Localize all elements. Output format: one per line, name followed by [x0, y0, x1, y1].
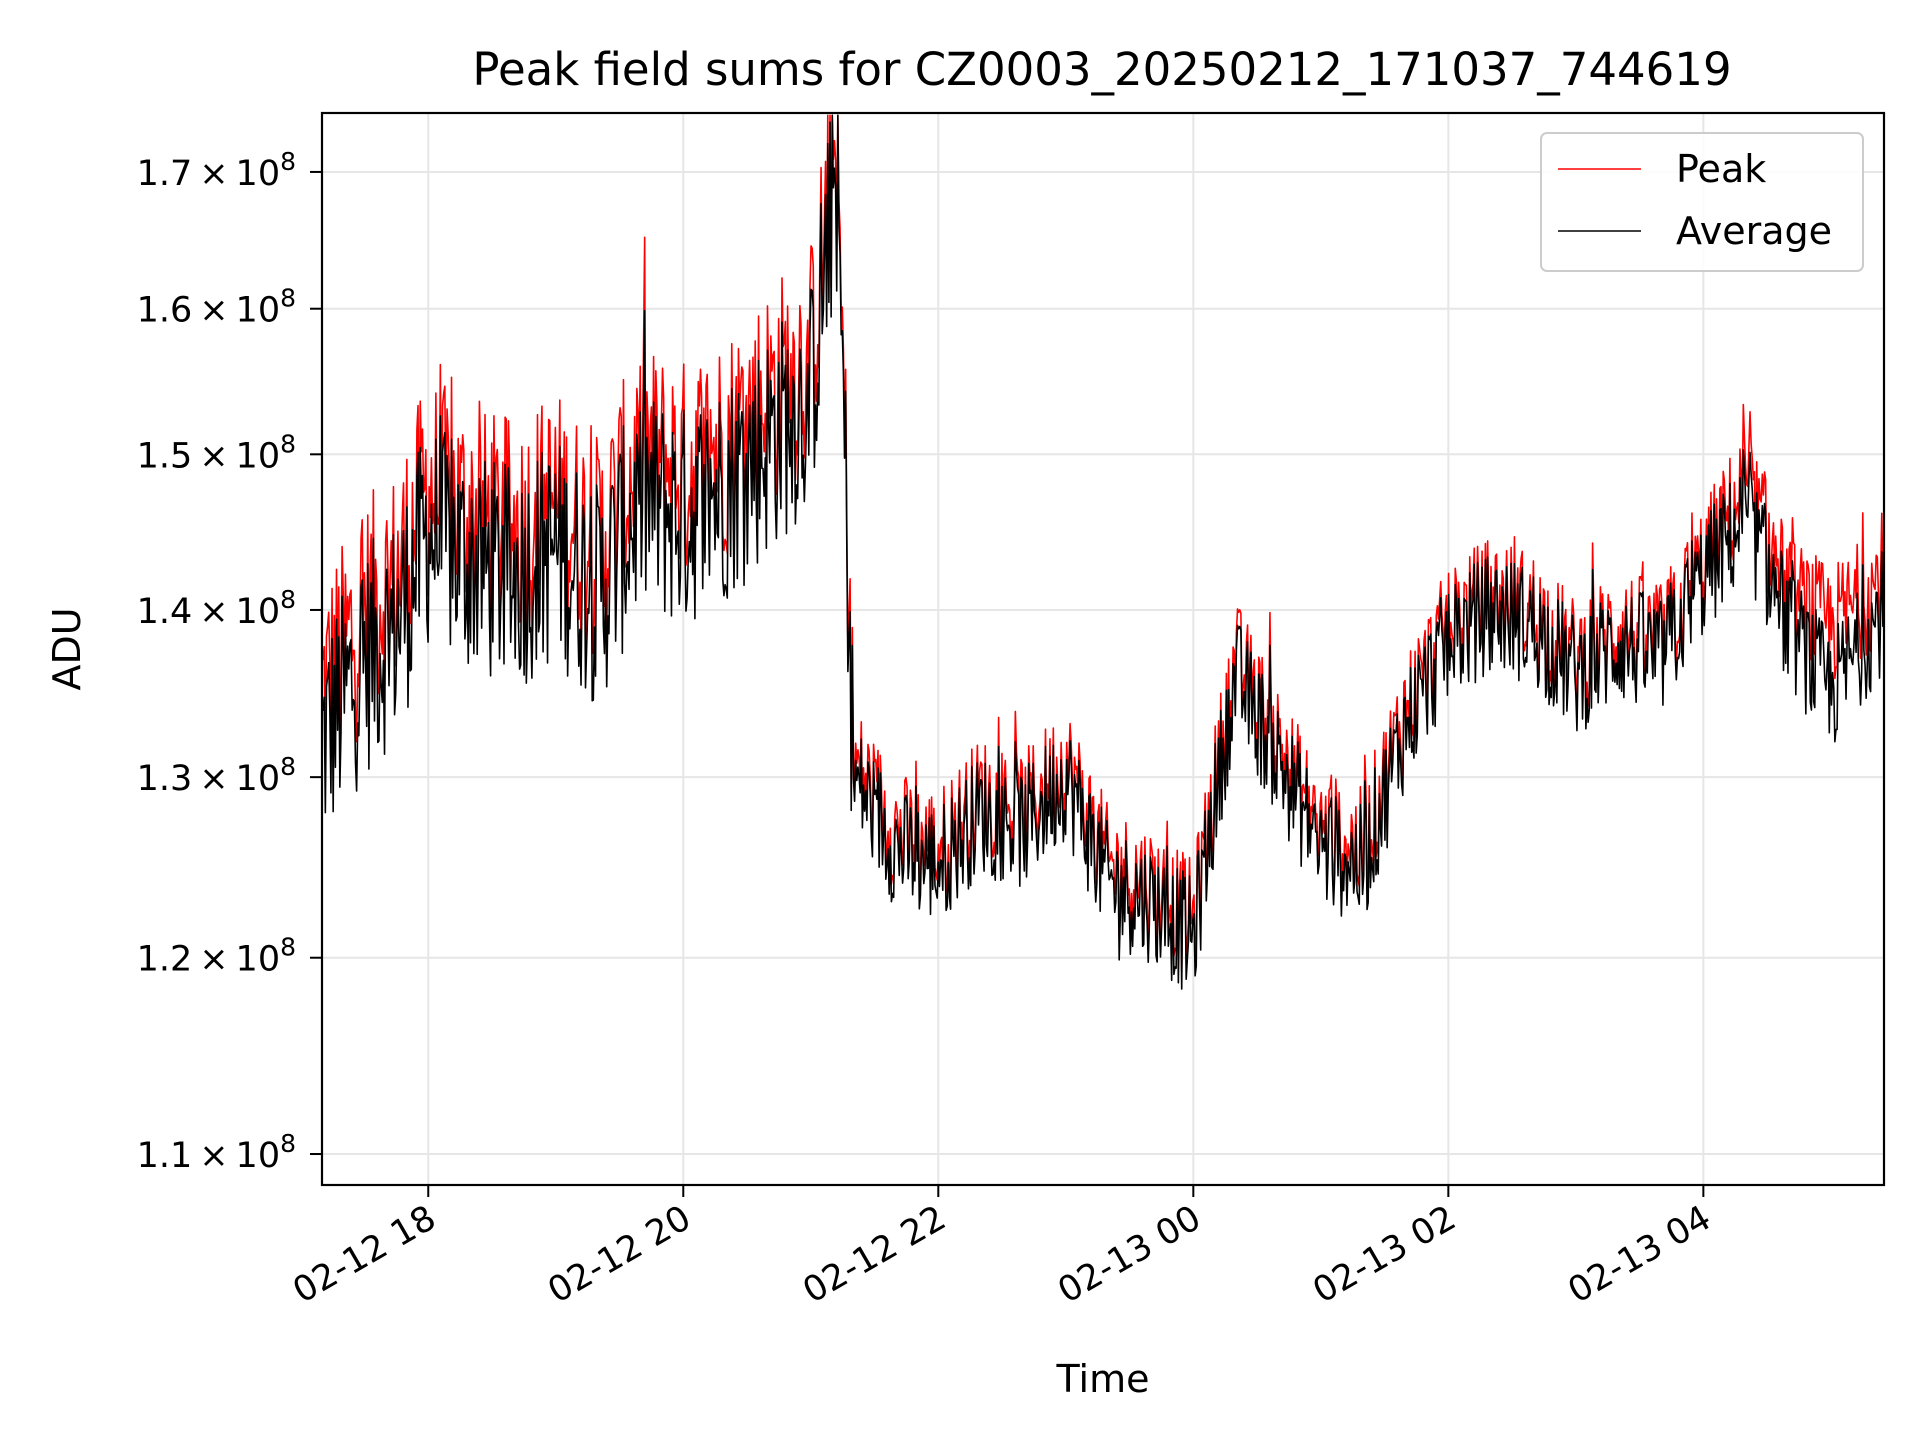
series-line-average [321, 114, 1885, 990]
legend-label-average: Average [1676, 209, 1832, 253]
y-tick-label: 1.5 × 108 [137, 429, 296, 476]
y-tick-label: 1.2 × 108 [137, 933, 296, 980]
grid [322, 113, 1884, 1185]
series-layer [321, 114, 1885, 990]
x-axis-label: Time [1056, 1357, 1150, 1401]
y-tick-label: 1.6 × 108 [137, 284, 296, 331]
y-axis-label: ADU [45, 607, 89, 690]
y-tick-label: 1.7 × 108 [137, 147, 296, 194]
legend: Peak Average [1540, 132, 1864, 272]
chart-title: Peak field sums for CZ0003_20250212_1710… [472, 43, 1731, 96]
plot-frame [320, 111, 1886, 1187]
y-tick-label: 1.3 × 108 [137, 752, 296, 799]
y-tick-label: 1.1 × 108 [137, 1129, 296, 1176]
y-tick-label: 1.4 × 108 [137, 585, 296, 632]
legend-box [1540, 132, 1864, 272]
legend-label-peak: Peak [1676, 147, 1766, 191]
